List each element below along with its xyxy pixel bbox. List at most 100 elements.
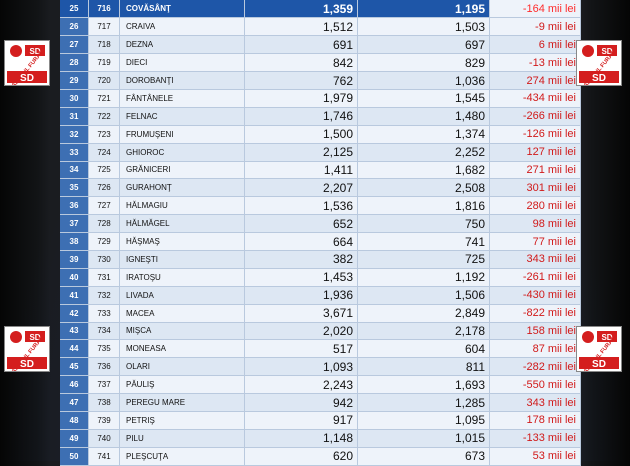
locality-name-cell: MIŞCA [119, 322, 245, 341]
code-cell: 734 [88, 322, 120, 341]
table-row: 37 728 HĂLMĂGEL 652 750 98 mii lei [60, 214, 581, 234]
difference-cell: 127 mii lei [489, 143, 581, 162]
table-row: 26 717 CRAIVA 1,512 1,503 -9 mii lei [60, 17, 581, 37]
table-row: 47 738 PEREGU MARE 942 1,285 343 mii lei [60, 393, 581, 412]
logo-initials-text: SD [20, 359, 34, 370]
locality-name-cell: HĂLMĂGEL [119, 214, 245, 234]
value-2-cell: 725 [357, 250, 490, 269]
locality-name-cell: PĂULIŞ [119, 375, 245, 395]
table-row: 38 729 HĂŞMAŞ 664 741 77 mii lei [60, 232, 581, 251]
value-2-cell: 811 [357, 357, 490, 377]
locality-name-cell: FRUMUŞENI [119, 125, 245, 144]
row-number-cell: 49 [60, 429, 89, 448]
table-row: 50 741 PLEŞCUŢA 620 673 53 mii lei [60, 447, 581, 466]
code-cell: 740 [88, 429, 120, 448]
value-2-cell: 750 [357, 214, 490, 234]
value-1-cell: 1,093 [244, 357, 358, 377]
difference-cell: 77 mii lei [489, 232, 581, 251]
row-number-cell: 37 [60, 214, 89, 234]
difference-cell: 343 mii lei [489, 393, 581, 412]
locality-name-cell: HĂŞMAŞ [119, 232, 245, 251]
locality-name-cell: MONEASA [119, 339, 245, 359]
logo-top-right-stamp: SD ARADUL FURAT SD [576, 40, 622, 86]
difference-cell: 280 mii lei [489, 196, 581, 216]
table-row: 39 730 IGNEŞTI 382 725 343 mii lei [60, 250, 581, 269]
locality-name-cell: FÂNTÂNELE [119, 89, 245, 108]
locality-name-cell: COVĂSÂNŢ [119, 0, 245, 19]
budget-table: 25 716 COVĂSÂNŢ 1,359 1,195 -164 mii lei 26 717… [60, 0, 581, 466]
difference-cell: -13 mii lei [489, 53, 581, 73]
value-2-cell: 2,252 [357, 143, 490, 162]
code-cell: 722 [88, 107, 120, 126]
locality-name-cell: CRAIVA [119, 17, 245, 37]
locality-name-cell: PILU [119, 429, 245, 448]
code-cell: 721 [88, 89, 120, 108]
table-row: 33 724 GHIOROC 2,125 2,252 127 mii lei [60, 143, 581, 162]
locality-name-cell: GURAHONŢ [119, 178, 245, 198]
value-2-cell: 1,480 [357, 107, 490, 126]
table-row: 45 736 OLARI 1,093 811 -282 mii lei [60, 357, 581, 377]
logo-mid-right-stamp: SD ARADUL FURAT SD [576, 326, 622, 372]
value-1-cell: 2,207 [244, 178, 358, 198]
difference-cell: -266 mii lei [489, 107, 581, 126]
value-1-cell: 652 [244, 214, 358, 234]
table-row: 43 734 MIŞCA 2,020 2,178 158 mii lei [60, 322, 581, 341]
difference-cell: 271 mii lei [489, 161, 581, 180]
table-row: 28 719 DIECI 842 829 -13 mii lei [60, 53, 581, 73]
row-number-cell: 45 [60, 357, 89, 377]
value-2-cell: 829 [357, 53, 490, 73]
value-1-cell: 2,243 [244, 375, 358, 395]
table-row: 40 731 IRATOŞU 1,453 1,192 -261 mii lei [60, 268, 581, 287]
table-row: 29 720 DOROBANŢI 762 1,036 274 mii lei [60, 71, 581, 90]
difference-cell: 6 mii lei [489, 35, 581, 55]
locality-name-cell: GRĂNICERI [119, 161, 245, 180]
value-1-cell: 1,512 [244, 17, 358, 37]
row-number-cell: 38 [60, 232, 89, 251]
row-number-cell: 40 [60, 268, 89, 287]
code-cell: 719 [88, 53, 120, 73]
row-number-cell: 44 [60, 339, 89, 359]
row-number-cell: 41 [60, 286, 89, 305]
locality-name-cell: PEREGU MARE [119, 393, 245, 412]
value-2-cell: 1,095 [357, 411, 490, 430]
value-1-cell: 2,020 [244, 322, 358, 341]
row-number-cell: 30 [60, 89, 89, 108]
code-cell: 730 [88, 250, 120, 269]
locality-name-cell: FELNAC [119, 107, 245, 126]
row-number-cell: 29 [60, 71, 89, 90]
row-number-cell: 27 [60, 35, 89, 55]
locality-name-cell: LIVADA [119, 286, 245, 305]
difference-cell: -282 mii lei [489, 357, 581, 377]
value-2-cell: 1,506 [357, 286, 490, 305]
row-number-cell: 26 [60, 17, 89, 37]
code-cell: 733 [88, 304, 120, 323]
budget-table-container: 25 716 COVĂSÂNŢ 1,359 1,195 -164 mii lei 26 717… [60, 0, 581, 466]
difference-cell: 158 mii lei [489, 322, 581, 341]
code-cell: 738 [88, 393, 120, 412]
code-cell: 739 [88, 411, 120, 430]
value-2-cell: 2,178 [357, 322, 490, 341]
row-number-cell: 50 [60, 447, 89, 466]
locality-name-cell: PLEŞCUŢA [119, 447, 245, 466]
value-1-cell: 1,359 [244, 0, 358, 19]
difference-cell: -550 mii lei [489, 375, 581, 395]
value-2-cell: 697 [357, 35, 490, 55]
value-1-cell: 517 [244, 339, 358, 359]
locality-name-cell: DIECI [119, 53, 245, 73]
difference-cell: 98 mii lei [489, 214, 581, 234]
value-1-cell: 1,936 [244, 286, 358, 305]
difference-cell: 343 mii lei [489, 250, 581, 269]
table-row: 48 739 PETRIŞ 917 1,095 178 mii lei [60, 411, 581, 430]
value-2-cell: 741 [357, 232, 490, 251]
row-number-cell: 25 [60, 0, 89, 19]
value-2-cell: 1,015 [357, 429, 490, 448]
value-1-cell: 1,536 [244, 196, 358, 216]
row-number-cell: 35 [60, 178, 89, 198]
table-row: 49 740 PILU 1,148 1,015 -133 mii lei [60, 429, 581, 448]
logo-initials-text: SD [601, 47, 612, 56]
difference-cell: -261 mii lei [489, 268, 581, 287]
locality-name-cell: MACEA [119, 304, 245, 323]
value-2-cell: 2,508 [357, 178, 490, 198]
difference-cell: 274 mii lei [489, 71, 581, 90]
